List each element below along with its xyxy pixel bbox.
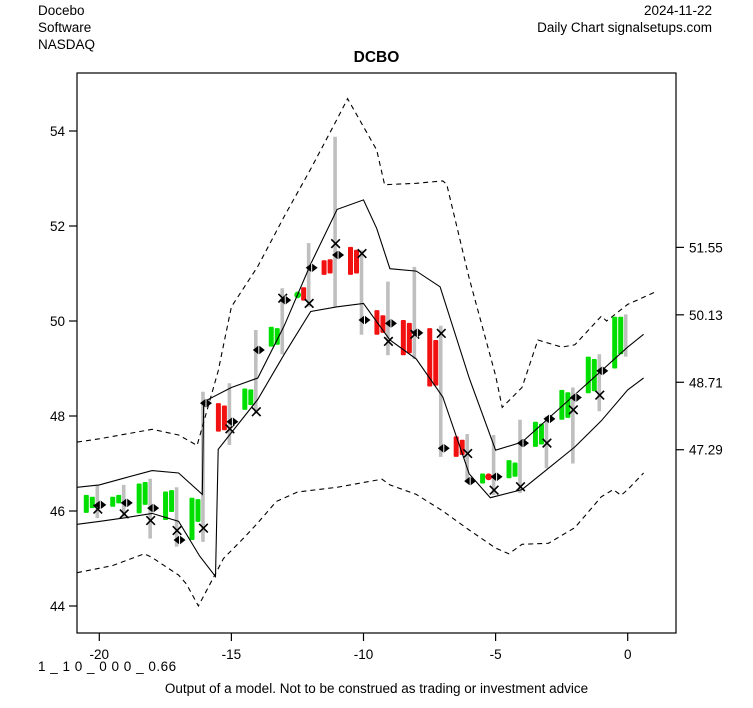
plot-border (76, 72, 677, 634)
candle-body-down (301, 287, 307, 301)
candle-body-up (559, 389, 565, 420)
candle-body-up (565, 392, 571, 418)
right-axis-tick-label: 47.29 (689, 443, 723, 458)
company-name: Docebo (38, 3, 85, 18)
candle-body-up (169, 490, 175, 512)
x-axis-tick-label: -5 (490, 647, 502, 662)
right-axis-tick-label: 51.55 (689, 240, 723, 255)
candle-body-up (248, 389, 254, 406)
x-marker (304, 298, 315, 309)
inner-upper-band-solid (77, 199, 644, 496)
x-marker (357, 248, 367, 259)
left-axis-tick-label: 50 (50, 314, 65, 329)
x-marker (251, 406, 262, 417)
x-axis-tick-label: -10 (354, 647, 374, 662)
candle-body-up (83, 494, 89, 513)
candle-body-up (142, 482, 148, 505)
ticker-title: DCBO (353, 49, 400, 66)
dot-marker (485, 473, 492, 481)
candle-body-down (453, 436, 459, 457)
left-axis-tick-label: 48 (50, 409, 65, 424)
x-marker (172, 525, 182, 536)
header-right: 2024-11-22 Daily Chart signalsetups.com (537, 2, 712, 36)
candle-body-up (274, 328, 280, 345)
chart-date: 2024-11-22 (643, 3, 712, 18)
candle-body-up (532, 421, 538, 447)
candle-body-down (433, 340, 439, 386)
exchange-label: NASDAQ (38, 37, 96, 52)
candle-body-up (189, 497, 195, 540)
candle-body-up (116, 494, 122, 504)
left-axis-tick-label: 54 (50, 124, 66, 139)
candle-body-up (110, 496, 116, 507)
candle-body-up (268, 326, 274, 347)
candle-body-down (427, 328, 433, 387)
chart-source: Daily Chart signalsetups.com (537, 20, 712, 35)
candle-body-down (215, 403, 221, 432)
x-axis-tick-label: 0 (624, 647, 632, 662)
candle-body-down (400, 320, 406, 356)
right-axis-tick-label: 48.71 (689, 375, 723, 390)
candle-body-up (618, 316, 624, 355)
x-marker (542, 438, 552, 448)
x-axis-tick-label: -20 (90, 647, 110, 662)
candle-body-up (585, 356, 591, 394)
left-axis-tick-label: 44 (50, 599, 66, 614)
header-left: Docebo Software NASDAQ (38, 2, 95, 53)
inner-lower-band-solid (77, 302, 644, 579)
candle-body-up (506, 460, 512, 479)
x-marker (515, 481, 526, 492)
x-marker (330, 238, 341, 249)
candle-body-up (242, 388, 248, 410)
candle-body-down (221, 405, 227, 431)
x-axis-tick-label: -15 (222, 647, 242, 662)
x-marker (594, 390, 605, 400)
candle-body-up (480, 473, 486, 484)
sector-label: Software (38, 20, 92, 35)
candle-body-up (195, 499, 201, 522)
disclaimer-text: Output of a model. Not to be construed a… (164, 681, 589, 696)
x-marker (119, 508, 130, 519)
x-marker (489, 485, 499, 495)
left-axis-tick-label: 46 (50, 504, 65, 519)
candle-body-up (136, 483, 142, 514)
outer-lower-band-dashed (76, 472, 644, 608)
candle-body-down (348, 246, 353, 275)
x-marker (198, 523, 209, 533)
model-parameters: 1 _ 1 0 _ 0 0 0 _ 0.66 (38, 659, 177, 674)
candle-body-up (612, 316, 618, 369)
right-axis-tick-label: 50.13 (689, 308, 723, 323)
outer-upper-band-dashed (77, 97, 655, 447)
candle-body-down (354, 249, 359, 274)
x-marker (462, 448, 473, 459)
x-marker (568, 404, 579, 415)
x-marker (436, 328, 447, 339)
candle-body-up (163, 491, 169, 521)
candle-body-up (591, 359, 597, 392)
candle-body-down (327, 259, 333, 274)
x-marker (145, 515, 156, 526)
candle-body-up (512, 462, 518, 477)
left-axis-tick-label: 52 (50, 219, 65, 234)
x-marker (383, 336, 394, 347)
candle-body-down (321, 260, 327, 275)
